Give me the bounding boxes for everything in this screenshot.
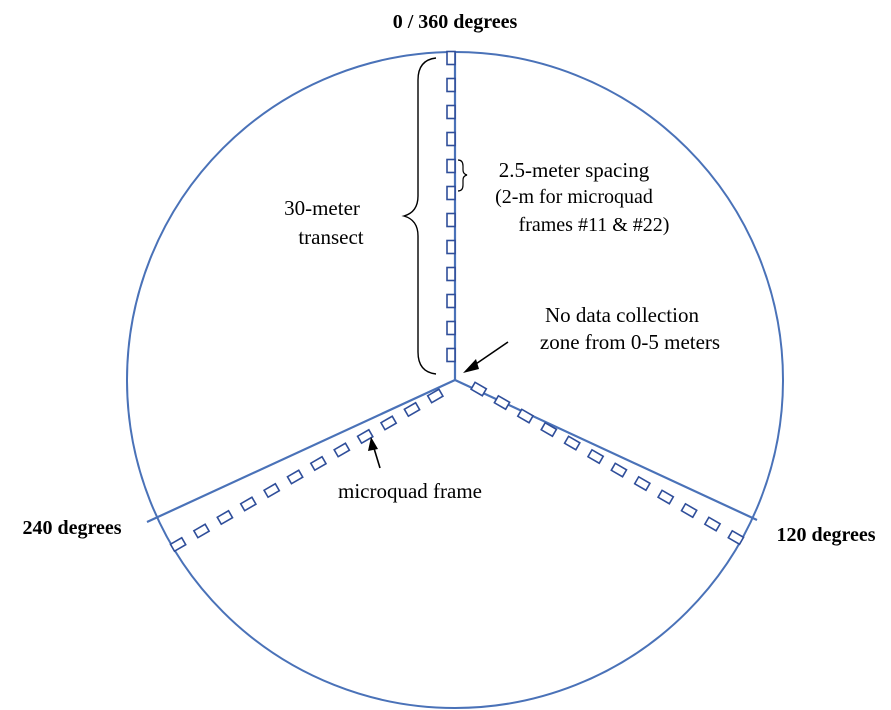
microquad-frame (239, 496, 258, 512)
microquad-label: microquad frame (338, 479, 482, 503)
microquad-frame (446, 185, 456, 201)
microquad-frame (446, 266, 456, 282)
microquad-frame (727, 529, 745, 546)
microquad-frame (356, 428, 374, 445)
microquad-frame (426, 388, 445, 404)
microquad-frame (286, 469, 304, 485)
spacing-label-line2: (2-m for microquad (495, 186, 653, 208)
microquad-frame (680, 502, 698, 519)
microquad-frame (586, 448, 605, 465)
microquad-frame (493, 394, 511, 411)
microquad-frame (446, 347, 456, 363)
microquad-frame (446, 212, 456, 228)
transect-label-line1: 30-meter (284, 196, 360, 220)
microquad-frame (446, 239, 456, 255)
microquad-frame (540, 421, 558, 438)
microquad-frame (516, 408, 535, 424)
microquad-frame (703, 516, 722, 532)
microquad-frame (333, 442, 351, 458)
microquad-frame (610, 462, 628, 478)
microquad-frame (469, 381, 488, 397)
microquad-frame (192, 523, 211, 539)
spacing-label-line1: 2.5-meter spacing (499, 158, 650, 182)
label-120-degrees: 120 degrees (776, 524, 875, 546)
microquad-frames (169, 50, 745, 553)
microquad-frame (262, 482, 281, 499)
microquad-frame (446, 131, 456, 147)
microquad-frame (309, 455, 328, 472)
microquad-frame (656, 489, 675, 505)
transect-line-240 (146, 379, 456, 523)
nodata-label-line2: zone from 0-5 meters (540, 330, 720, 354)
microquad-frame (446, 50, 456, 66)
microquad-frame (446, 293, 456, 309)
microquad-frame (216, 509, 234, 526)
microquad-frame (379, 415, 398, 431)
label-0-360-degrees: 0 / 360 degrees (393, 11, 518, 33)
microquad-frame (446, 320, 456, 336)
microquad-arrow (368, 437, 381, 469)
microquad-frame (563, 435, 581, 451)
nodata-label-line1: No data collection (545, 303, 699, 327)
microquad-frame (446, 77, 456, 93)
microquad-frame (446, 158, 456, 174)
microquad-frame (169, 536, 187, 553)
microquad-frame (403, 401, 421, 418)
nodata-arrow (463, 341, 509, 373)
spacing-label-line3: frames #11 & #22) (519, 214, 670, 236)
spacing-brace (457, 159, 468, 192)
transect-lines (146, 52, 758, 523)
transect-label-line2: transect (298, 225, 363, 249)
label-240-degrees: 240 degrees (22, 517, 121, 539)
microquad-frame (446, 104, 456, 120)
microquad-frame (633, 475, 652, 492)
transect-brace (401, 57, 437, 375)
